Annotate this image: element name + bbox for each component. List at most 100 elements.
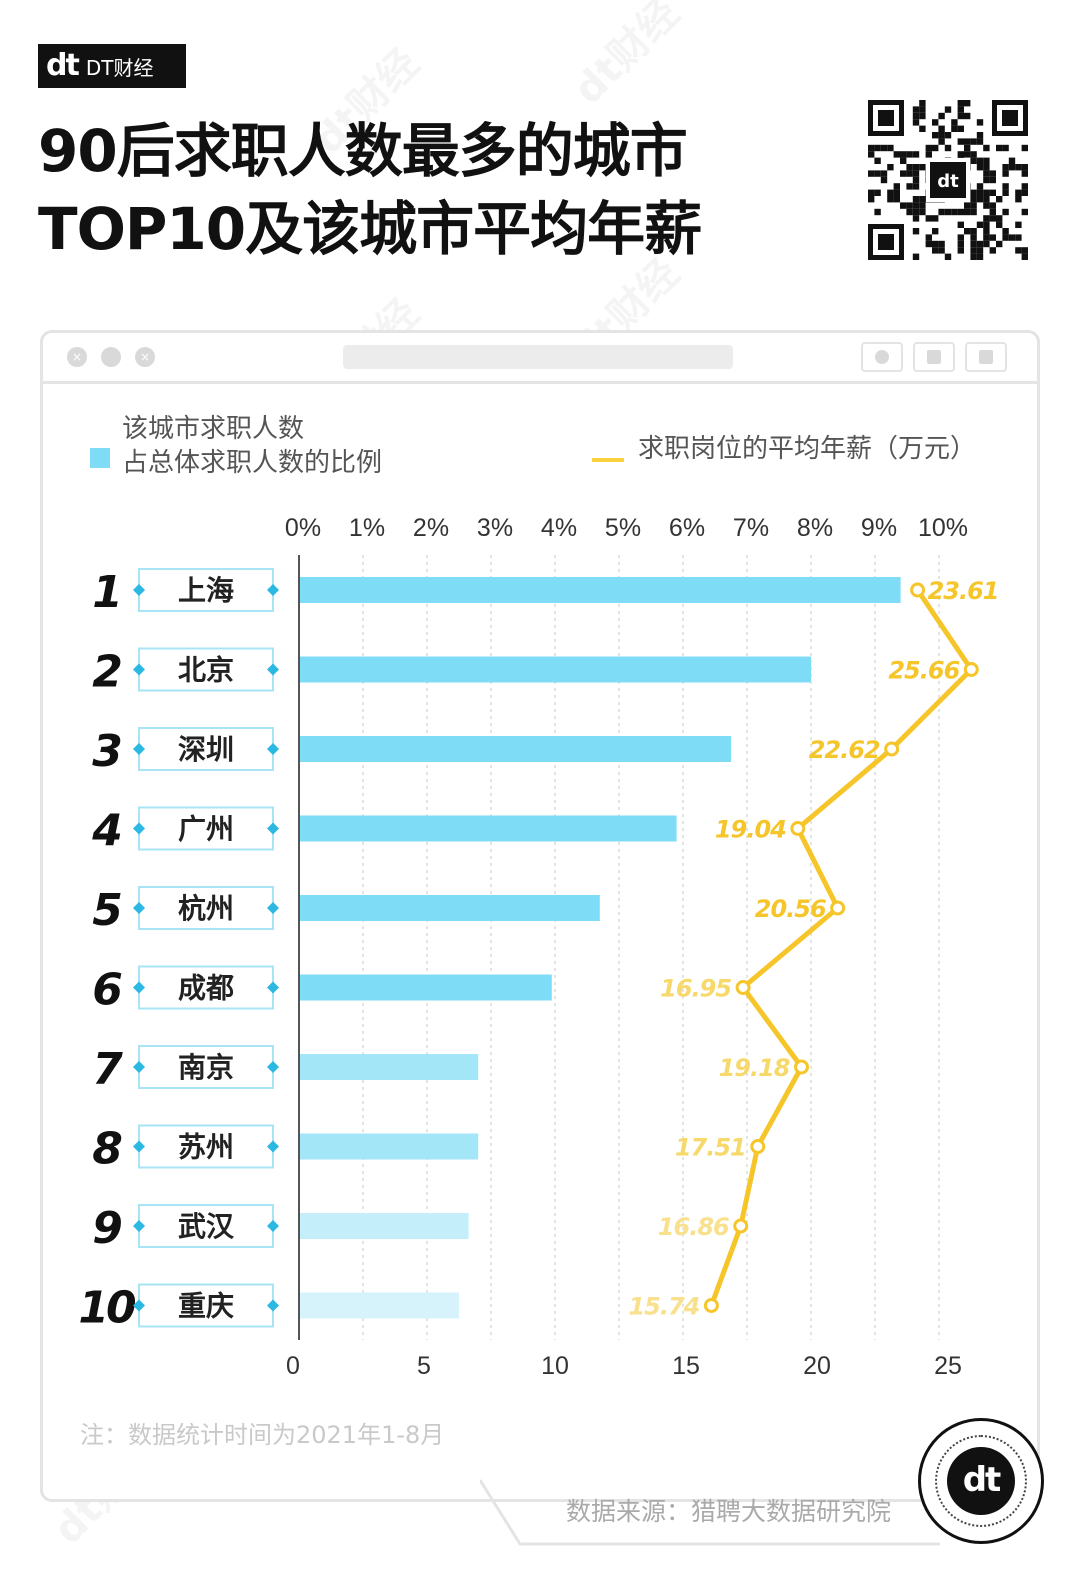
qr-module: [938, 240, 945, 248]
qr-module: [1021, 189, 1028, 196]
city-label: 苏州: [178, 1131, 234, 1164]
qr-module: [957, 221, 964, 228]
salary-data-label: 19.18: [719, 1054, 790, 1082]
qr-module: [970, 138, 977, 145]
qr-module: [925, 215, 932, 222]
city-label: 杭州: [178, 892, 234, 925]
qr-module: [1021, 164, 1028, 171]
city-label-box: [138, 647, 274, 692]
qr-module: [1021, 183, 1028, 190]
window-icon: [965, 342, 1007, 372]
qr-module: [976, 183, 984, 190]
qr-module: [964, 228, 971, 235]
qr-module: [1002, 144, 1009, 152]
dt-badge: dt: [918, 1418, 1044, 1544]
diamond-marker: [133, 584, 145, 596]
qr-module: [970, 208, 977, 216]
qr-module: [1002, 110, 1018, 126]
qr-module: [932, 215, 939, 222]
qr-module: [989, 234, 996, 241]
qr-module: [983, 176, 990, 184]
qr-module: [1002, 228, 1009, 235]
qr-module: [887, 144, 894, 152]
qr-module: [976, 138, 984, 145]
qr-module: [1008, 164, 1016, 171]
rank-number: 2: [92, 647, 121, 698]
window-titlebar: × ×: [43, 333, 1037, 384]
qr-module: [874, 208, 881, 216]
qr-module: [912, 183, 920, 190]
rank-number: 7: [92, 1044, 123, 1095]
city-label: 深圳: [178, 733, 234, 766]
diamond-marker: [267, 902, 279, 914]
qr-module: [951, 125, 958, 132]
title-line-2: TOP10及该城市平均年薪: [38, 195, 702, 263]
qr-module: [976, 119, 984, 126]
top-axis-tick-label: 2%: [413, 514, 449, 542]
qr-module: [880, 170, 888, 177]
qr-module: [912, 202, 920, 209]
qr-module: [957, 112, 964, 120]
footnote: 注：数据统计时间为2021年1-8月: [80, 1421, 445, 1449]
qr-module: [976, 132, 984, 139]
salary-point: [910, 582, 926, 598]
qr-module: [996, 196, 1003, 203]
qr-module: [957, 247, 964, 254]
qr-module: [970, 234, 977, 241]
qr-module: [944, 144, 952, 152]
qr-module: [1002, 164, 1009, 171]
rank-number: 1: [92, 567, 120, 618]
qr-module: [970, 240, 977, 248]
qr-module: [938, 125, 945, 132]
qr-module: [919, 164, 926, 171]
bottom-axis-tick-label: 25: [934, 1352, 962, 1380]
qr-module: [1002, 208, 1009, 216]
qr-module: [906, 183, 913, 190]
city-label: 南京: [178, 1051, 234, 1084]
qr-module: [912, 119, 920, 126]
salary-data-label: 17.51: [675, 1134, 746, 1162]
bar: [299, 656, 811, 683]
diamond-marker: [267, 1140, 279, 1153]
diamond-marker: [267, 822, 279, 835]
salary-point: [703, 1298, 719, 1313]
qr-module: [906, 170, 913, 177]
qr-module: [893, 151, 900, 158]
bar: [299, 736, 731, 762]
close-icon: ×: [135, 347, 155, 367]
qr-module: [912, 228, 920, 235]
diamond-marker: [133, 822, 145, 835]
qr-module: [912, 170, 920, 177]
qr-module: [970, 189, 977, 196]
qr-module: [900, 157, 907, 164]
qr-module: [983, 144, 990, 152]
diamond-marker: [133, 1061, 145, 1073]
title-line-1: 90后求职人数最多的城市: [38, 117, 688, 185]
qr-module: [912, 176, 920, 184]
qr-module: [957, 106, 964, 113]
qr-module: [887, 164, 894, 171]
city-label-box: [138, 1204, 274, 1248]
qr-module: [1008, 157, 1016, 164]
qr-module: [893, 183, 900, 190]
qr-module: [932, 240, 939, 248]
qr-module: [976, 189, 984, 196]
qr-module: [970, 196, 977, 203]
qr-module: [1002, 234, 1009, 241]
top-axis-tick-label: 3%: [477, 514, 513, 542]
qr-module: [944, 106, 952, 113]
qr-module: [932, 144, 939, 152]
bottom-axis-tick-label: 10: [541, 1352, 569, 1380]
qr-module: [874, 170, 881, 177]
qr-module: [976, 240, 984, 248]
qr-module: [970, 228, 977, 235]
city-label: 重庆: [178, 1290, 234, 1323]
top-axis-tick-label: 7%: [733, 514, 769, 542]
qr-module: [983, 202, 990, 209]
close-icon: ×: [67, 347, 87, 367]
qr-module: [906, 151, 913, 158]
qr-module: [880, 144, 888, 152]
salary-data-label: 23.61: [928, 577, 999, 605]
top-axis-tick-label: 8%: [797, 514, 833, 542]
